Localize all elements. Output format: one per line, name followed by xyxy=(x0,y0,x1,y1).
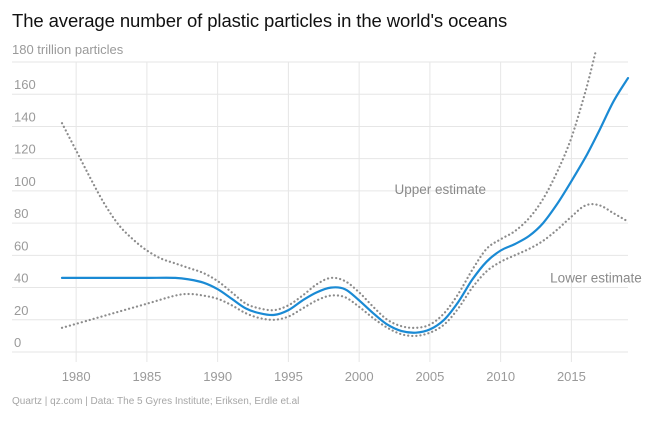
y-axis-tick-labels: 0 20 40 60 80 100 120 140 160 xyxy=(14,77,36,350)
source-footer: Quartz | qz.com | Data: The 5 Gyres Inst… xyxy=(12,396,300,407)
y-tick-label-120: 120 xyxy=(14,142,36,157)
series-lines xyxy=(60,51,630,338)
y-tick-label-80: 80 xyxy=(14,206,28,221)
y-tick-label-20: 20 xyxy=(14,303,28,318)
x-tick-label-2015: 2015 xyxy=(557,369,586,384)
y-tick-label-100: 100 xyxy=(14,174,36,189)
annotation-0: Upper estimate xyxy=(395,182,487,197)
x-tick-label-1990: 1990 xyxy=(203,369,232,384)
x-tick-label-1980: 1980 xyxy=(62,369,91,384)
x-tick-label-2000: 2000 xyxy=(345,369,374,384)
gridlines xyxy=(12,61,628,362)
y-axis-unit-label: 180 trillion particles xyxy=(12,42,124,57)
annotations: Upper estimate Lower estimate xyxy=(395,182,642,286)
x-axis-tick-labels: 1980 1985 1990 1995 2000 2005 2010 2015 xyxy=(62,369,586,384)
x-tick-label-1985: 1985 xyxy=(132,369,161,384)
series-line-2 xyxy=(60,203,630,338)
y-tick-label-160: 160 xyxy=(14,77,36,92)
chart-title: The average number of plastic particles … xyxy=(12,10,508,31)
y-tick-label-0: 0 xyxy=(14,335,21,350)
series-line-1 xyxy=(60,51,597,329)
x-tick-label-1995: 1995 xyxy=(274,369,303,384)
y-tick-label-140: 140 xyxy=(14,109,36,124)
x-tick-label-2005: 2005 xyxy=(415,369,444,384)
x-tick-label-2010: 2010 xyxy=(486,369,515,384)
series-line-0 xyxy=(60,77,630,334)
annotation-1: Lower estimate xyxy=(550,271,642,286)
y-tick-label-40: 40 xyxy=(14,271,28,286)
y-tick-label-60: 60 xyxy=(14,238,28,253)
